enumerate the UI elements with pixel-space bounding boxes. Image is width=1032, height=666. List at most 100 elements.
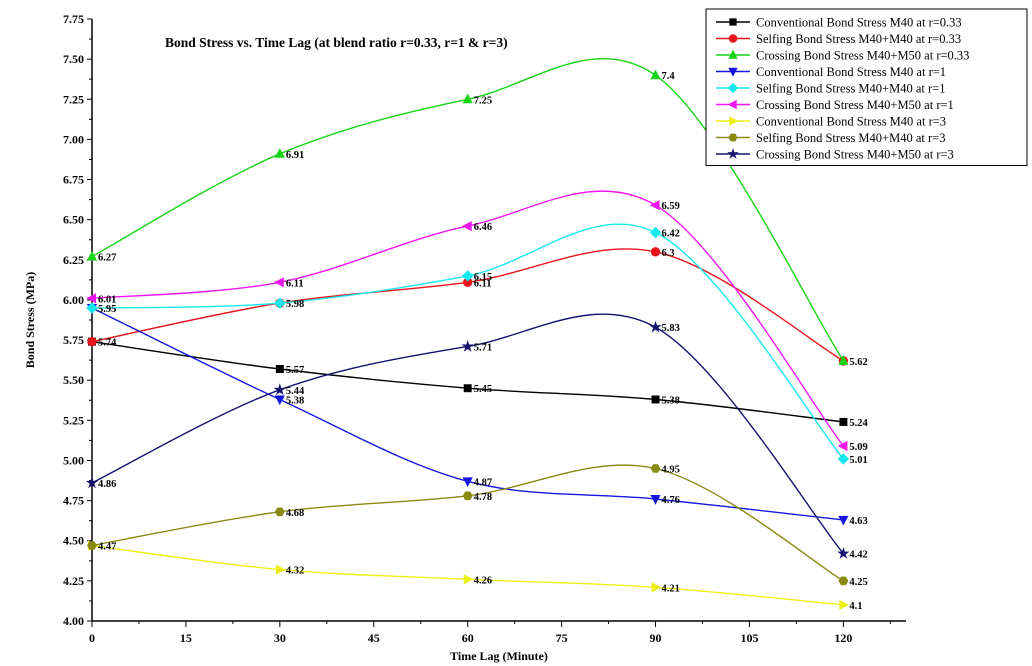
y-tick-label: 7.00	[63, 132, 84, 146]
x-tick-label: 0	[89, 631, 95, 645]
legend-label: Selfing Bond Stress M40+M40 at r=0.33	[756, 32, 961, 46]
data-point	[87, 541, 97, 550]
legend-marker	[727, 99, 737, 110]
data-label: 5.62	[849, 357, 867, 368]
data-label: 4.63	[849, 516, 867, 527]
series-3	[86, 57, 849, 365]
data-point	[838, 355, 849, 365]
x-axis-label: Time Lag (Minute)	[450, 649, 548, 663]
data-point	[649, 226, 662, 239]
legend-marker	[729, 116, 739, 126]
data-point	[86, 250, 98, 261]
y-tick-label: 6.50	[63, 213, 84, 227]
data-point	[651, 395, 660, 404]
legend-label: Conventional Bond Stress M40 at r=3	[756, 115, 946, 129]
y-tick-label: 7.50	[63, 52, 84, 66]
data-point	[461, 221, 472, 232]
data-label: 5.83	[662, 323, 680, 334]
data-point	[837, 453, 850, 465]
data-point	[650, 247, 661, 257]
data-point	[837, 440, 848, 452]
data-point	[463, 384, 472, 393]
data-label: 5.98	[286, 299, 304, 310]
series-line	[91, 223, 844, 460]
legend-item: Crossing Bond Stress M40+M50 at r=0.33	[716, 49, 969, 63]
data-point	[838, 576, 849, 586]
series-7	[88, 540, 850, 610]
data-label: 5.95	[98, 304, 116, 315]
data-point	[838, 515, 849, 526]
data-label: 6.15	[474, 272, 492, 283]
series-1	[88, 337, 848, 426]
data-point	[87, 337, 97, 347]
y-tick-label: 4.25	[63, 574, 84, 588]
data-point	[274, 507, 285, 517]
legend-item: Crossing Bond Stress M40+M50 at r=1	[716, 98, 954, 112]
y-tick-label: 4.00	[63, 614, 84, 628]
data-label: 4.47	[98, 542, 116, 553]
legend-label: Selfing Bond Stress M40+M40 at r=1	[756, 82, 945, 96]
legend-label: Conventional Bond Stress M40 at r=0.33	[756, 16, 962, 30]
data-point	[462, 477, 473, 488]
series-6	[86, 190, 848, 452]
legend-label: Crossing Bond Stress M40+M50 at r=0.33	[756, 49, 969, 63]
data-point	[463, 574, 474, 585]
data-point	[839, 599, 850, 610]
data-point	[86, 302, 98, 314]
x-tick-label: 75	[556, 631, 568, 645]
data-point	[273, 383, 287, 396]
x-tick-label: 15	[180, 631, 192, 645]
data-label: 6.3	[662, 248, 675, 259]
series-5	[86, 223, 850, 465]
legend-marker	[729, 18, 737, 26]
data-label: 4.68	[286, 508, 304, 519]
data-point	[274, 148, 285, 158]
data-labels: 5.57 5.45 5.38 5.24 5.74 6.11 6.3 6.27 6.91 7.25 7…	[98, 71, 869, 612]
data-label: 5.45	[474, 384, 492, 395]
legend-marker	[728, 133, 738, 142]
data-label: 6.11	[474, 278, 492, 289]
data-point	[462, 491, 473, 501]
data-label: 6.42	[662, 229, 680, 240]
legend-marker	[728, 34, 738, 43]
data-point	[839, 417, 848, 426]
data-label: 4.21	[662, 583, 680, 594]
legend-marker	[727, 147, 739, 159]
y-tick-label: 5.50	[63, 373, 84, 387]
series-layer	[85, 57, 850, 610]
data-label: 7.4	[662, 71, 676, 82]
chart-title: Bond Stress vs. Time Lag (at blend ratio…	[165, 35, 508, 50]
data-label: 6.46	[474, 222, 492, 233]
legend-marker	[727, 82, 739, 94]
x-tick-label: 90	[650, 631, 662, 645]
legend-marker	[728, 67, 738, 77]
y-tick-label: 7.25	[63, 92, 84, 106]
y-tick-label: 5.25	[63, 413, 84, 427]
data-label: 4.76	[662, 495, 680, 506]
data-point	[86, 293, 96, 304]
data-label: 4.26	[474, 575, 492, 586]
legend-item: Conventional Bond Stress M40 at r=1	[716, 65, 946, 79]
series-line	[91, 341, 844, 423]
data-point	[837, 547, 850, 559]
y-tick-label: 6.00	[63, 293, 84, 307]
legend-label: Crossing Bond Stress M40+M50 at r=3	[756, 148, 954, 162]
data-label: 5.09	[849, 442, 867, 453]
legend: Conventional Bond Stress M40 at r=0.33 Se…	[705, 8, 1028, 166]
axes: 4.00 4.25 4.50 4.75 5.00 5.25 5.50 5.75 6.00 6.25…	[63, 12, 906, 645]
series-line	[91, 544, 844, 606]
legend-label: Selfing Bond Stress M40+M40 at r=3	[756, 131, 945, 145]
data-label: 5.44	[286, 386, 305, 397]
data-label: 4.42	[849, 550, 867, 561]
x-tick-label: 120	[834, 631, 852, 645]
legend-item: Conventional Bond Stress M40 at r=3	[716, 115, 946, 129]
y-tick-label: 6.75	[63, 173, 84, 187]
data-label: 5.71	[474, 342, 492, 353]
legend-marker	[728, 49, 738, 59]
y-tick-label: 4.75	[63, 494, 84, 508]
series-line	[91, 313, 844, 555]
data-label: 5.38	[286, 395, 304, 406]
series-line	[91, 307, 844, 521]
data-point	[461, 340, 474, 352]
legend-item: Crossing Bond Stress M40+M50 at r=3	[716, 148, 954, 162]
